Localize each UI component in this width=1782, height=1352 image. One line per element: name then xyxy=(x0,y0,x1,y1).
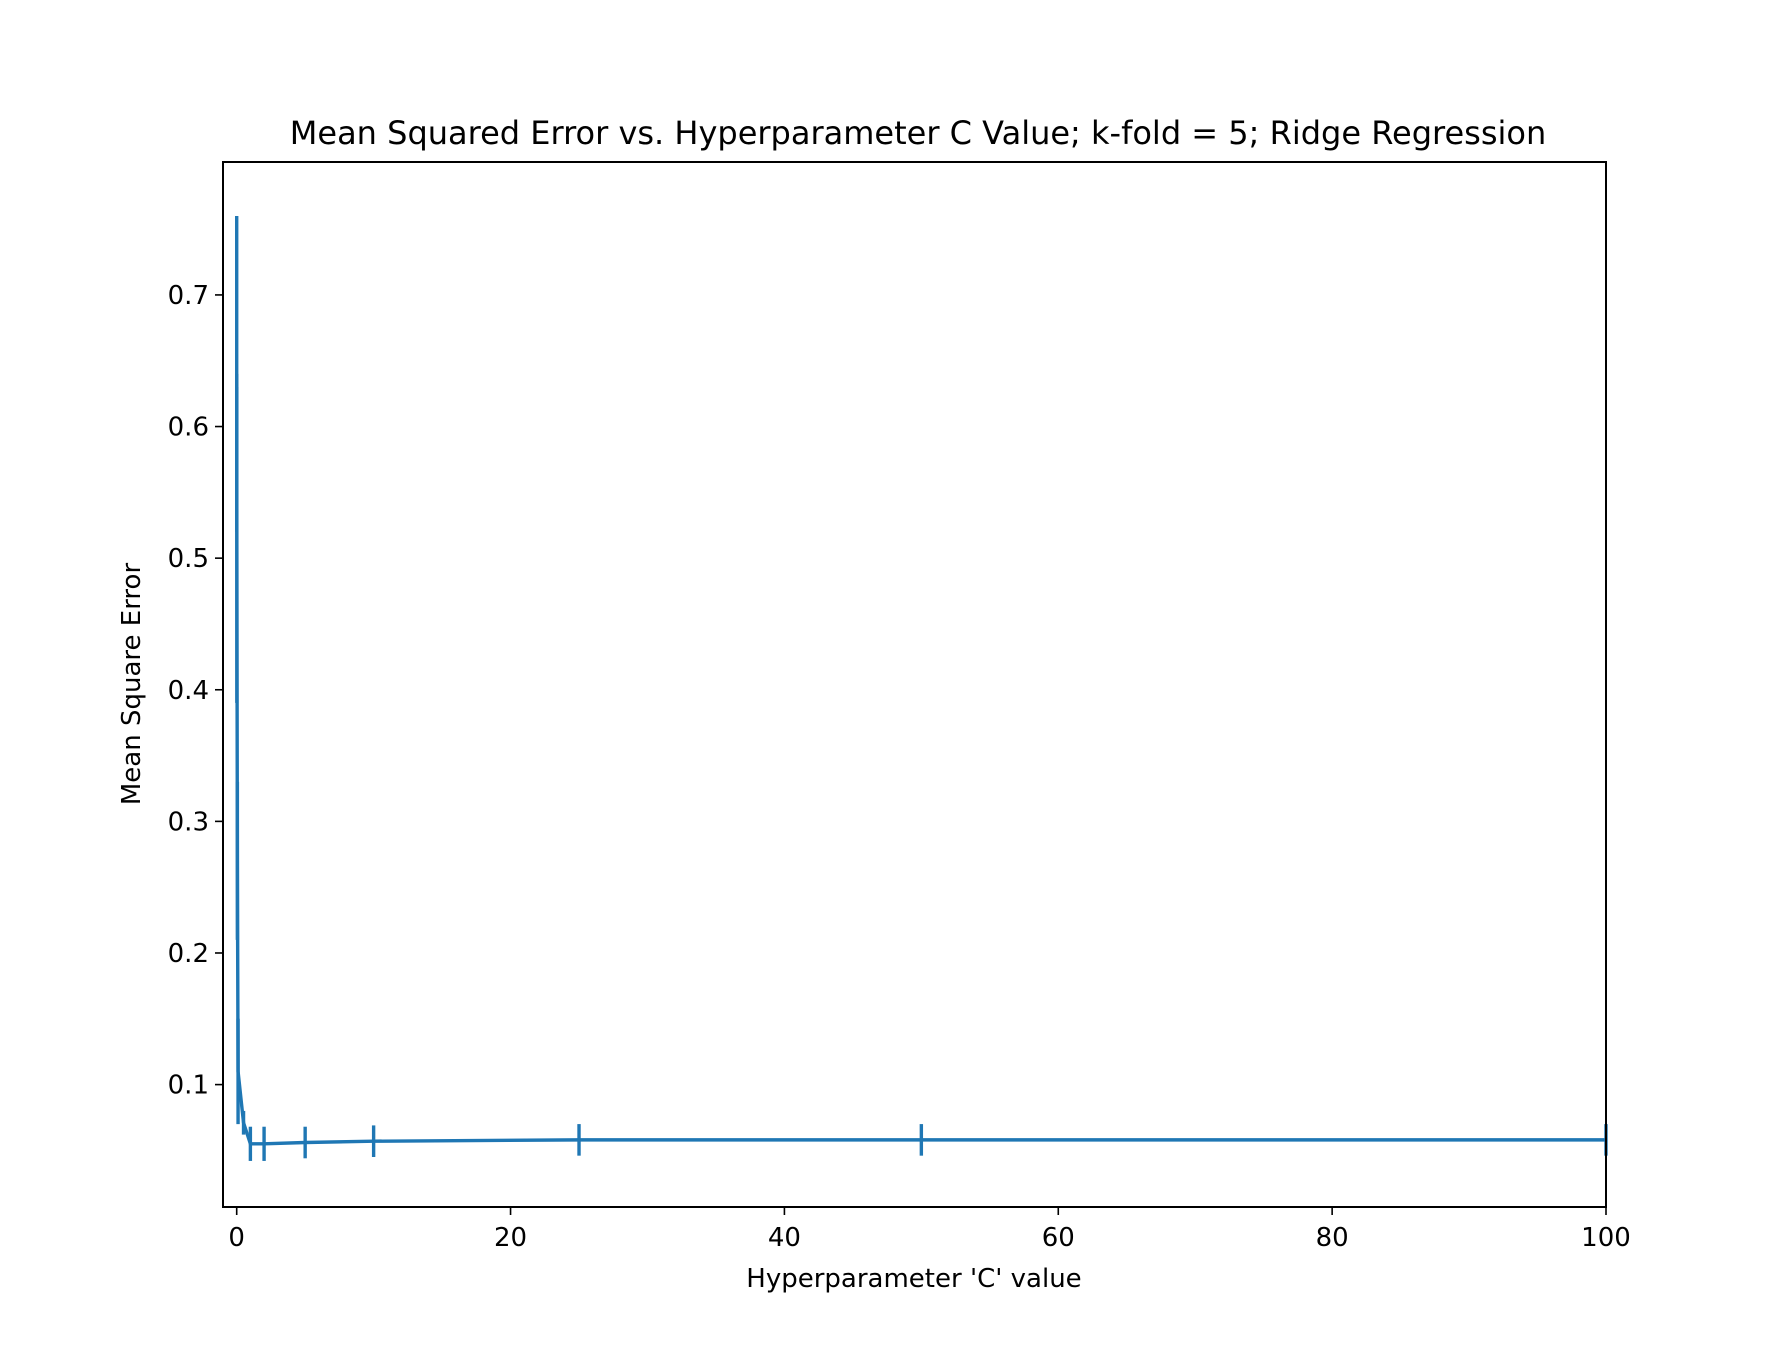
y-tick-label: 0.3 xyxy=(168,807,209,837)
x-axis-label: Hyperparameter 'C' value xyxy=(746,1264,1081,1294)
y-tick-label: 0.5 xyxy=(168,544,209,574)
x-axis: 0 20 40 60 80 100 xyxy=(228,1207,1631,1253)
y-tick-label: 0.4 xyxy=(168,676,209,706)
chart-title: Mean Squared Error vs. Hyperparameter C … xyxy=(290,114,1546,152)
y-tick-label: 0.1 xyxy=(168,1071,209,1101)
x-tick-label: 40 xyxy=(768,1223,801,1253)
x-tick-label: 0 xyxy=(228,1223,245,1253)
axes-frame xyxy=(222,161,1607,1208)
x-tick-label: 60 xyxy=(1042,1223,1075,1253)
y-axis: 0.1 0.2 0.3 0.4 0.5 0.6 0.7 xyxy=(168,281,223,1101)
y-tick-label: 0.2 xyxy=(168,939,209,969)
y-tick-label: 0.7 xyxy=(168,281,209,311)
y-tick-label: 0.6 xyxy=(168,413,209,443)
x-tick-label: 20 xyxy=(494,1223,527,1253)
x-tick-label: 80 xyxy=(1316,1223,1349,1253)
y-axis-label: Mean Square Error xyxy=(117,563,147,806)
x-tick-label: 100 xyxy=(1581,1223,1631,1253)
